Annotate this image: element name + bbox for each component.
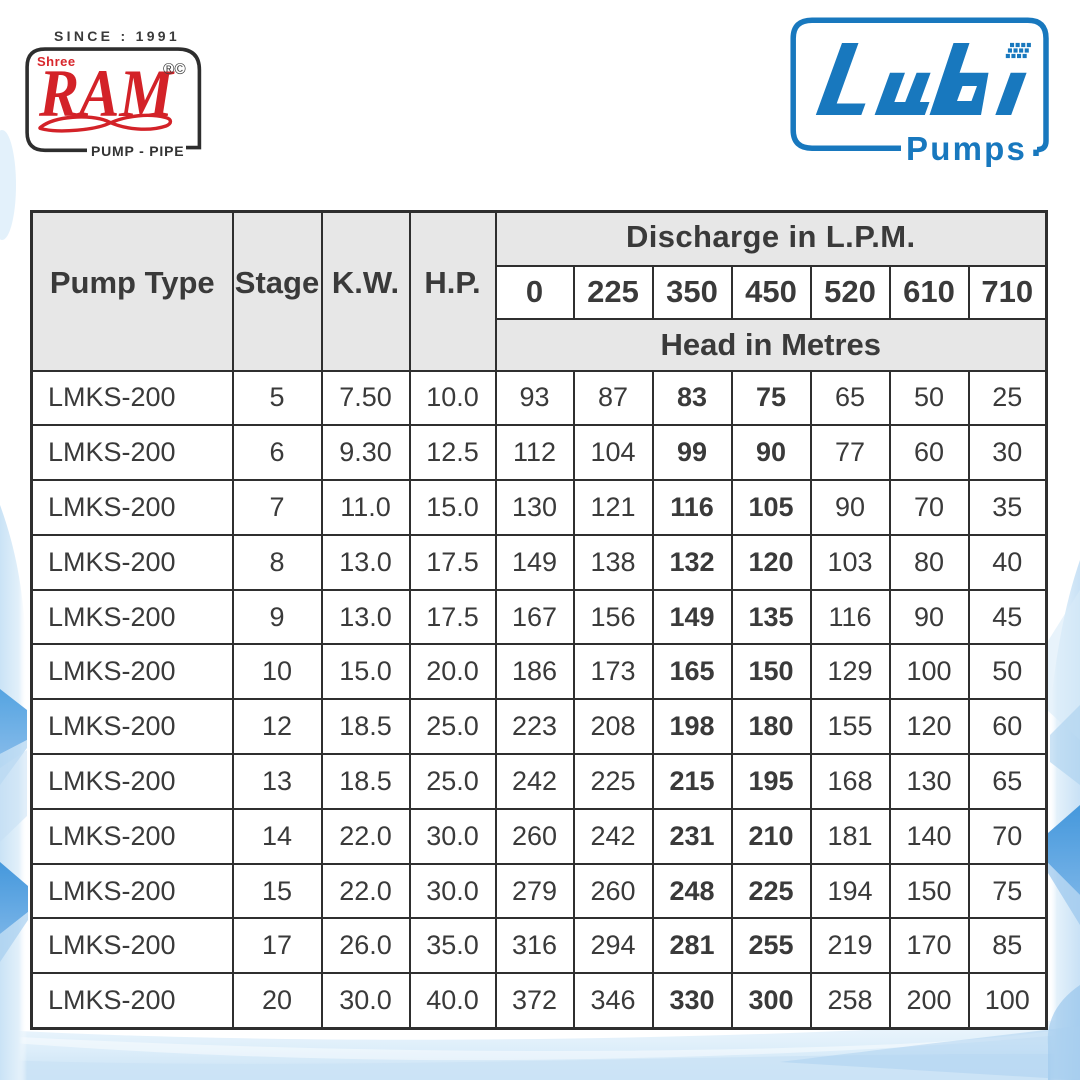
- svg-text:PUMP - PIPE: PUMP - PIPE: [91, 143, 184, 159]
- svg-text:Shree: Shree: [37, 54, 76, 69]
- svg-text:®©: ®©: [163, 61, 186, 78]
- svg-text:Pumps: Pumps: [906, 130, 1027, 167]
